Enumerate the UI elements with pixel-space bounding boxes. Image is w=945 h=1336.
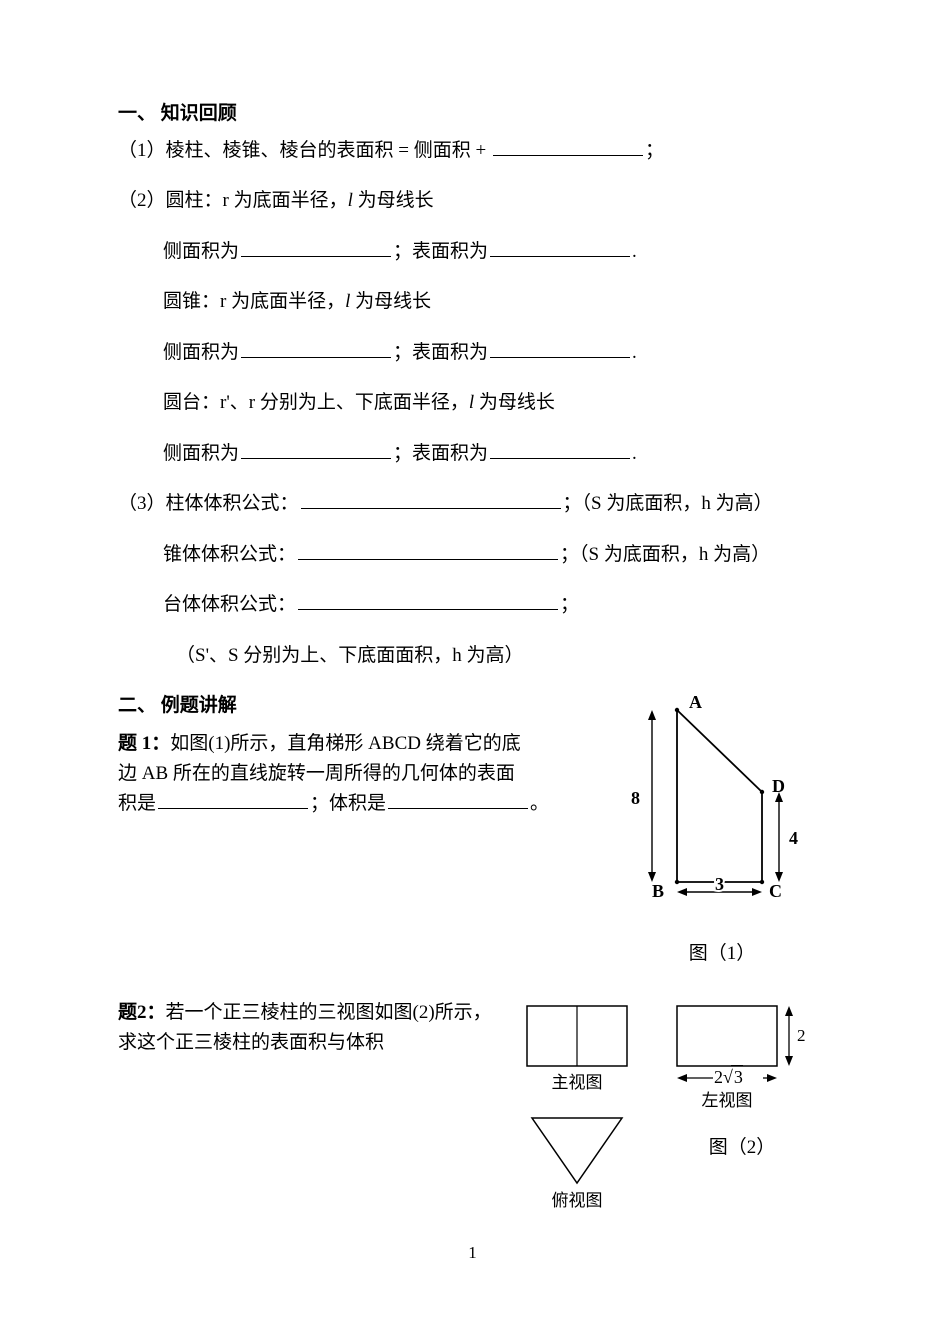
label-B: B — [652, 881, 664, 901]
blank — [490, 238, 630, 257]
text: ；表面积为 — [393, 443, 488, 464]
dim-left: 8 — [631, 710, 656, 882]
blank — [241, 440, 391, 459]
dim-height-2: 2 — [785, 1006, 806, 1066]
text: （2）圆柱：r 为底面半径， — [118, 190, 348, 211]
text: ；表面积为 — [393, 241, 488, 262]
blank — [493, 137, 643, 156]
svg-text:3: 3 — [715, 874, 724, 894]
blank — [241, 339, 391, 358]
figure-one-caption: 图（1） — [617, 940, 827, 969]
line-prism-surface: （1）棱柱、棱锥、棱台的表面积 = 侧面积 + ； — [118, 137, 827, 166]
blank — [490, 440, 630, 459]
top-view-label: 俯视图 — [552, 1191, 603, 1210]
text: （S'、S 分别为上、下底面面积，h 为高） — [176, 645, 524, 666]
figure-one: A B C D 8 4 3 — [617, 692, 827, 968]
text: ；（S 为底面积，h 为高） — [563, 493, 773, 514]
problem-two: 题2：若一个正三棱柱的三视图如图(2)所示， 求这个正三棱柱的表面积与体积 — [118, 998, 507, 1059]
figure-two-svg: 主视图 2 2√3 左视图 俯视图 — [517, 998, 827, 1218]
section-one: 一、 知识回顾 （1）棱柱、棱锥、棱台的表面积 = 侧面积 + ； （2）圆柱：… — [118, 100, 827, 670]
figure-one-svg: A B C D 8 4 3 — [617, 692, 827, 922]
text: . — [632, 443, 637, 464]
figure-two-caption: 图（2） — [709, 1136, 776, 1158]
blank — [298, 591, 558, 610]
q1-label: 题 1： — [118, 733, 170, 754]
text: ；（S 为底面积，h 为高） — [560, 544, 770, 565]
svg-text:8: 8 — [631, 788, 640, 808]
text: . — [632, 342, 637, 363]
text: 积是 — [118, 793, 156, 814]
text: 侧面积为 — [163, 342, 239, 363]
text: （1）棱柱、棱锥、棱台的表面积 = 侧面积 + — [118, 140, 491, 161]
problem-two-row: 题2：若一个正三棱柱的三视图如图(2)所示， 求这个正三棱柱的表面积与体积 主视… — [118, 998, 827, 1228]
blank — [298, 541, 558, 560]
text: ； — [645, 140, 664, 161]
text: （3）柱体体积公式： — [118, 493, 299, 514]
line-cylinder-area: 侧面积为 ；表面积为. — [118, 238, 827, 267]
svg-text:2: 2 — [797, 1026, 806, 1045]
text: 台体体积公式： — [163, 594, 296, 615]
text: 若一个正三棱柱的三视图如图(2)所示， — [166, 1002, 492, 1023]
text: 边 AB 所在的直线旋转一周所得的几何体的表面 — [118, 763, 515, 784]
front-view-label: 主视图 — [552, 1073, 603, 1092]
section-one-header: 一、 知识回顾 — [118, 100, 827, 129]
line-cone-area: 侧面积为 ；表面积为. — [118, 339, 827, 368]
label-D: D — [772, 776, 785, 796]
line-prism-volume: （3）柱体体积公式： ；（S 为底面积，h 为高） — [118, 490, 827, 519]
text: ；表面积为 — [393, 342, 488, 363]
text: 为母线长 — [353, 190, 434, 211]
text: 侧面积为 — [163, 241, 239, 262]
line-frustum-area: 侧面积为 ；表面积为. — [118, 440, 827, 469]
blank — [388, 790, 528, 809]
page-number: 1 — [0, 1240, 945, 1266]
q2-label: 题2： — [118, 1002, 166, 1023]
problem-one-row: 二、 例题讲解 题 1：如图(1)所示，直角梯形 ABCD 绕着它的底 边 AB… — [118, 692, 827, 968]
svg-text:4: 4 — [789, 828, 798, 848]
problem-one: 题 1：如图(1)所示，直角梯形 ABCD 绕着它的底 边 AB 所在的直线旋转… — [118, 729, 607, 820]
blank — [301, 490, 561, 509]
top-view-triangle — [532, 1118, 622, 1183]
label-A: A — [689, 692, 702, 712]
problem-one-text: 二、 例题讲解 题 1：如图(1)所示，直角梯形 ABCD 绕着它的底 边 AB… — [118, 692, 617, 968]
text: 锥体体积公式： — [163, 544, 296, 565]
left-view-label: 左视图 — [702, 1091, 753, 1110]
text: ； — [560, 594, 579, 615]
blank — [241, 238, 391, 257]
text: 侧面积为 — [163, 443, 239, 464]
figure-two: 主视图 2 2√3 左视图 俯视图 — [517, 998, 827, 1228]
line-frustum-def: 圆台：r'、r 分别为上、下底面半径，l 为母线长 — [118, 389, 827, 418]
line-frustum-volume-note: （S'、S 分别为上、下底面面积，h 为高） — [118, 642, 827, 671]
line-cone-volume: 锥体体积公式： ；（S 为底面积，h 为高） — [118, 541, 827, 570]
blank — [490, 339, 630, 358]
left-view-rect — [677, 1006, 777, 1066]
text: 为母线长 — [350, 291, 431, 312]
text: 。 — [530, 793, 549, 814]
problem-two-text: 题2：若一个正三棱柱的三视图如图(2)所示， 求这个正三棱柱的表面积与体积 — [118, 998, 517, 1228]
text: 为母线长 — [474, 392, 555, 413]
section-two-header: 二、 例题讲解 — [118, 692, 607, 721]
text: 如图(1)所示，直角梯形 ABCD 绕着它的底 — [170, 733, 520, 754]
blank — [158, 790, 308, 809]
text: 圆台：r'、r 分别为上、下底面半径， — [163, 392, 469, 413]
dim-right: 4 — [775, 792, 798, 882]
text: 求这个正三棱柱的表面积与体积 — [118, 1032, 384, 1053]
line-frustum-volume: 台体体积公式： ； — [118, 591, 827, 620]
label-C: C — [769, 881, 782, 901]
text: ；体积是 — [310, 793, 386, 814]
text: . — [632, 241, 637, 262]
trapezoid — [677, 710, 762, 882]
line-cylinder-def: （2）圆柱：r 为底面半径，l 为母线长 — [118, 187, 827, 216]
line-cone-def: 圆锥：r 为底面半径，l 为母线长 — [118, 288, 827, 317]
dim-bottom: 3 — [677, 874, 762, 896]
text: 圆锥：r 为底面半径， — [163, 291, 345, 312]
